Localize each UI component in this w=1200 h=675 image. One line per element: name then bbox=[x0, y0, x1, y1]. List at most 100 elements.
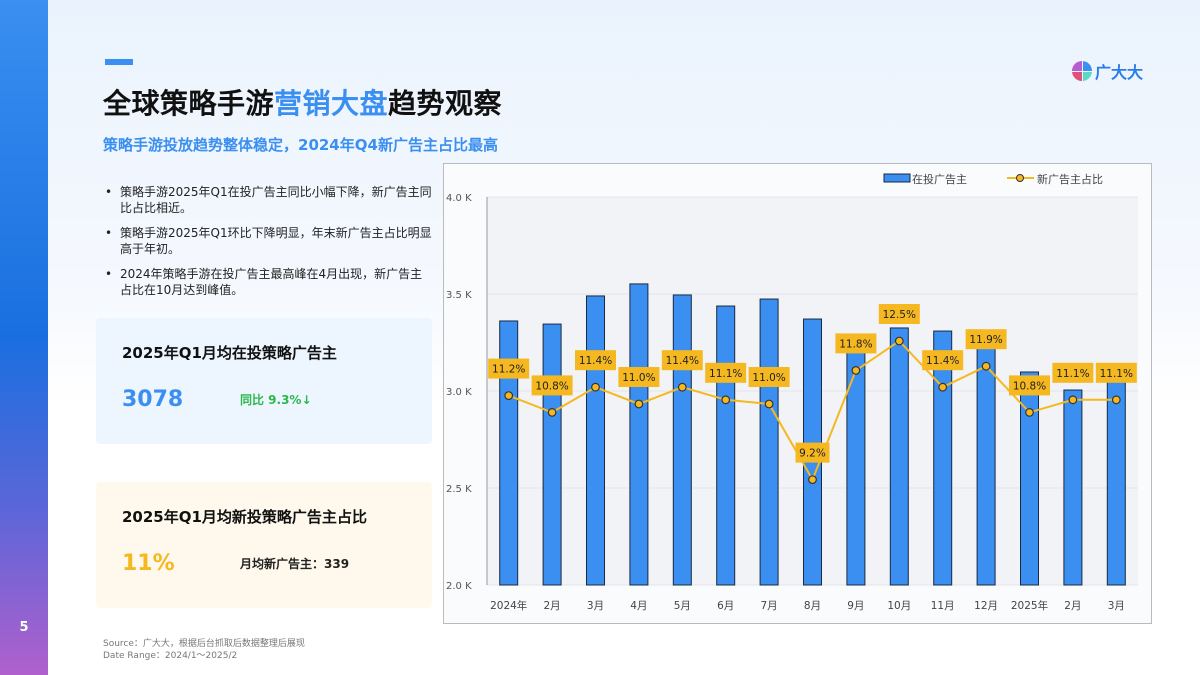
data-label: 11.1% bbox=[1100, 368, 1133, 380]
data-label: 12.5% bbox=[883, 309, 916, 321]
data-label-bg bbox=[1095, 362, 1137, 383]
line-marker bbox=[808, 475, 817, 485]
bar bbox=[889, 327, 909, 586]
kpi-card-new-advertiser-share: 2025年Q1月均新投策略广告主占比 11% 月均新广告主：339 bbox=[96, 482, 432, 608]
y-tick-label: 3.0 K bbox=[446, 387, 472, 398]
date-range-line: Date Range：2024/1～2025/2 bbox=[103, 651, 238, 661]
line-marker bbox=[591, 382, 600, 392]
data-label: 10.8% bbox=[1013, 380, 1046, 392]
data-label: 11.9% bbox=[969, 334, 1002, 346]
page-title: 全球策略手游营销大盘趋势观察 bbox=[103, 82, 502, 122]
data-label-bg bbox=[965, 329, 1007, 350]
bar bbox=[1020, 371, 1039, 586]
data-label: 11.0% bbox=[752, 372, 785, 384]
insight-item: 策略手游2025年Q1在投广告主同比小幅下降，新广告主同比占比相近。 bbox=[103, 184, 433, 216]
data-label: 11.4% bbox=[579, 355, 612, 367]
line-marker bbox=[721, 395, 731, 405]
x-tick-label: 10月 bbox=[887, 600, 911, 612]
data-label-bg bbox=[835, 333, 877, 354]
x-tick-label: 12月 bbox=[974, 600, 998, 612]
line-marker bbox=[504, 391, 514, 401]
data-label-bg bbox=[922, 350, 964, 371]
insight-item: 2024年策略手游在投广告主最高峰在4月出现，新广告主占比在10月达到峰值。 bbox=[103, 266, 433, 298]
data-label: 10.8% bbox=[535, 380, 568, 392]
x-tick-label: 4月 bbox=[630, 600, 647, 612]
line-marker bbox=[547, 407, 557, 417]
x-tick-label: 6月 bbox=[717, 600, 734, 612]
line-marker bbox=[634, 399, 644, 409]
bar bbox=[846, 345, 866, 586]
sidebar-gradient bbox=[0, 0, 48, 675]
y-tick-label: 4.0 K bbox=[446, 193, 472, 204]
data-label-bg bbox=[795, 442, 830, 463]
bar bbox=[499, 320, 519, 586]
data-label-bg bbox=[531, 375, 573, 396]
data-label: 11.4% bbox=[926, 355, 959, 367]
legend-label: 在投广告主 bbox=[912, 172, 967, 186]
line-marker bbox=[938, 382, 948, 392]
bar bbox=[542, 323, 562, 586]
source-line: Source：广大大，根据后台抓取后数据整理后展现 bbox=[103, 639, 305, 649]
data-label: 11.1% bbox=[1056, 368, 1089, 380]
kpi-value: 3078 bbox=[122, 387, 184, 412]
data-label-bg bbox=[1052, 362, 1094, 383]
bar bbox=[976, 337, 996, 586]
data-label-bg bbox=[661, 350, 703, 371]
logo-text: 广大大 bbox=[1095, 63, 1144, 82]
x-tick-label: 7月 bbox=[761, 600, 778, 612]
y-tick-label: 2.0 K bbox=[446, 581, 472, 592]
line-marker bbox=[1111, 395, 1121, 405]
x-tick-label: 11月 bbox=[931, 600, 955, 612]
title-accent-bar bbox=[105, 59, 133, 65]
x-tick-label: 2024年 bbox=[490, 599, 527, 612]
data-label: 11.1% bbox=[709, 368, 742, 380]
title-prefix: 全球策略手游 bbox=[103, 87, 275, 120]
data-label: 11.2% bbox=[492, 364, 525, 376]
x-tick-label: 9月 bbox=[847, 600, 864, 612]
x-tick-label: 2月 bbox=[544, 600, 561, 612]
kpi-title: 2025年Q1月均在投策略广告主 bbox=[122, 344, 337, 362]
line-marker bbox=[764, 399, 774, 409]
page-number: 5 bbox=[19, 620, 29, 635]
line-marker bbox=[1068, 395, 1078, 405]
data-label: 11.4% bbox=[666, 355, 699, 367]
bar bbox=[672, 294, 692, 586]
x-tick-label: 2025年 bbox=[1011, 599, 1048, 612]
advertiser-trend-chart: 2.0 K 2.5 K 3.0 K 3.5 K 4.0 K 2024年 2月 3月 4月 5月 6月… bbox=[443, 163, 1152, 624]
title-highlight: 营销大盘 bbox=[274, 87, 389, 120]
kpi-yoy-change: 同比 9.3%↓ bbox=[240, 393, 312, 407]
data-label-bg bbox=[1009, 375, 1050, 396]
data-label-bg bbox=[618, 367, 660, 387]
data-label-bg bbox=[575, 350, 616, 371]
x-tick-label: 3月 bbox=[1108, 600, 1125, 612]
data-label: 11.8% bbox=[839, 338, 872, 350]
bar bbox=[629, 283, 649, 586]
page-subtitle: 策略手游投放趋势整体稳定，2024年Q4新广告主占比最高 bbox=[103, 136, 498, 154]
insight-item: 策略手游2025年Q1环比下降明显，年末新广告主占比明显高于年初。 bbox=[103, 225, 433, 257]
data-label-bg bbox=[878, 304, 920, 324]
data-label-bg bbox=[488, 358, 530, 379]
bar bbox=[1063, 389, 1083, 586]
x-tick-label: 5月 bbox=[674, 600, 691, 612]
data-label-bg bbox=[748, 367, 790, 387]
kpi-card-active-advertisers: 2025年Q1月均在投策略广告主 3078 同比 9.3%↓ bbox=[96, 318, 432, 444]
kpi-title: 2025年Q1月均新投策略广告主占比 bbox=[122, 508, 367, 526]
bar bbox=[586, 295, 605, 586]
x-tick-label: 2月 bbox=[1064, 600, 1081, 612]
x-tick-label: 3月 bbox=[587, 600, 604, 612]
line-marker bbox=[981, 361, 991, 371]
y-tick-label: 2.5 K bbox=[446, 484, 472, 495]
line-marker bbox=[677, 382, 687, 392]
insight-list: 策略手游2025年Q1在投广告主同比小幅下降，新广告主同比占比相近。 策略手游2… bbox=[103, 184, 433, 307]
legend-label: 新广告主占比 bbox=[1037, 172, 1103, 186]
legend-marker bbox=[1016, 174, 1024, 182]
title-suffix: 趋势观察 bbox=[388, 87, 503, 120]
line-marker bbox=[1025, 407, 1034, 417]
logo-mark-icon bbox=[1072, 61, 1092, 81]
data-label-bg bbox=[705, 362, 747, 383]
bar bbox=[933, 330, 953, 586]
brand-logo: 广大大 bbox=[1072, 59, 1143, 83]
x-tick-label: 8月 bbox=[804, 600, 821, 612]
data-label: 9.2% bbox=[799, 448, 826, 460]
data-label: 11.0% bbox=[622, 372, 655, 384]
